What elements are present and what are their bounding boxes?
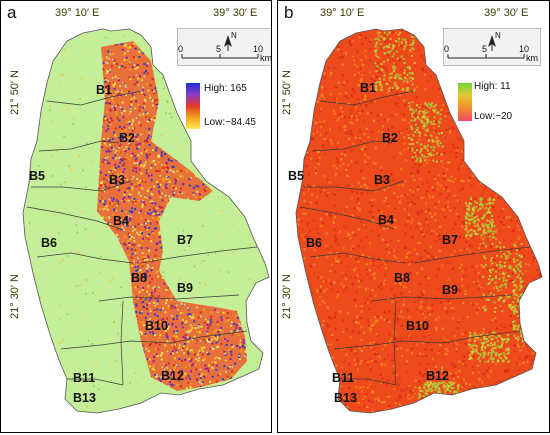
- subbasin-boundary: [371, 294, 513, 302]
- scale-tick-10: 10: [519, 44, 530, 54]
- latitude-label-upper: 21° 50′ N: [9, 70, 21, 115]
- subbasin-boundary: [443, 330, 521, 344]
- scale-bar: [181, 35, 259, 59]
- scale-tick-0: 0: [444, 44, 450, 54]
- longitude-label-right: 39° 30′ E: [213, 7, 258, 19]
- longitude-label-left: 39° 10′ E: [55, 7, 100, 19]
- map-a: [22, 28, 270, 414]
- panel-a: a 39° 10′ E 39° 30′ E 21° 50′ N 21° 30′ …: [0, 0, 272, 433]
- subbasin-boundary: [319, 90, 415, 106]
- legend-high-b: High: 11: [474, 81, 511, 92]
- panel-letter-b: b: [284, 3, 294, 22]
- latitude-label-upper: 21° 50′ N: [281, 70, 293, 115]
- longitude-label-left: 39° 10′ E: [320, 7, 365, 19]
- legend-low-a: Low:−84.45: [204, 117, 256, 128]
- map-b: [295, 28, 543, 414]
- scale-unit: km: [260, 53, 272, 63]
- subbasin-boundary: [26, 206, 122, 230]
- subbasin-boundary: [299, 206, 395, 230]
- north-arrow-icon: [224, 35, 232, 51]
- basin-label-b8: B8: [131, 271, 147, 285]
- subbasin-boundary: [120, 300, 124, 386]
- basin-label-b3: B3: [374, 173, 390, 187]
- subbasin-boundaries: [26, 90, 258, 386]
- legend-low-b: Low:−20: [474, 111, 513, 122]
- basin-label-b13: B13: [334, 391, 357, 405]
- scale-tick-10: 10: [253, 44, 264, 54]
- subbasin-boundary: [38, 140, 120, 152]
- longitude-label-right: 39° 30′ E: [484, 7, 529, 19]
- scale-tick-0: 0: [178, 44, 184, 54]
- latitude-label-lower: 21° 30′ N: [281, 274, 293, 319]
- scale-unit: km: [526, 53, 538, 63]
- subbasin-boundary: [304, 180, 405, 192]
- basin-label-b13: B13: [73, 391, 96, 405]
- north-arrow-icon: [488, 35, 496, 51]
- subbasin-boundary: [413, 246, 531, 264]
- subbasin-boundary: [140, 246, 258, 264]
- panel-b: b 39° 10′ E 39° 30′ E 21° 50′ N 21° 30′ …: [277, 0, 550, 433]
- watershed-outline: [295, 28, 543, 414]
- basin-label-b10: B10: [406, 319, 429, 333]
- watershed-outline: [22, 28, 270, 414]
- basin-label-b4: B4: [378, 213, 394, 227]
- basin-label-b9: B9: [177, 281, 193, 295]
- basin-label-b6: B6: [41, 236, 57, 250]
- panel-letter-a: a: [7, 3, 17, 22]
- basin-label-b1: B1: [360, 81, 376, 95]
- basin-label-b12: B12: [426, 369, 449, 383]
- subbasin-boundary: [36, 252, 134, 264]
- subbasin-boundary: [170, 330, 248, 344]
- scale-tick-5: 5: [216, 44, 222, 54]
- subbasin-boundary: [98, 294, 240, 302]
- scale-tick-5: 5: [482, 44, 488, 54]
- scale-bar: [447, 35, 525, 59]
- scale-bar-box: 0 5 10 km N: [177, 28, 272, 66]
- basin-label-b1: B1: [96, 83, 112, 97]
- subbasin-boundaries: [299, 90, 531, 386]
- basin-label-b3: B3: [109, 173, 125, 187]
- subbasin-boundary: [67, 378, 124, 386]
- latitude-label-lower: 21° 30′ N: [9, 274, 21, 319]
- scale-bar-box: 0 5 10 km N: [443, 28, 541, 66]
- basin-label-b7: B7: [177, 233, 193, 247]
- basin-label-b4: B4: [113, 214, 129, 228]
- subbasin-boundary: [333, 340, 445, 350]
- subbasin-boundary: [393, 300, 397, 386]
- subbasin-boundary: [309, 252, 407, 264]
- basin-label-b2: B2: [119, 131, 135, 145]
- basin-label-b5: B5: [29, 169, 45, 183]
- legend-color-ramp-a: [186, 83, 200, 129]
- basin-label-b11: B11: [332, 371, 355, 385]
- subbasin-boundary: [31, 180, 132, 192]
- basin-label-b6: B6: [306, 236, 322, 250]
- subbasin-boundary: [311, 140, 393, 152]
- basin-label-b5: B5: [288, 169, 304, 183]
- subbasin-boundary: [46, 90, 142, 106]
- legend-color-ramp-b: [458, 83, 472, 121]
- basin-label-b8: B8: [394, 271, 410, 285]
- basin-label-b12: B12: [161, 369, 184, 383]
- basin-label-b11: B11: [73, 371, 96, 385]
- north-label: N: [231, 31, 237, 40]
- basin-label-b7: B7: [442, 233, 458, 247]
- subbasin-boundary: [340, 378, 397, 386]
- north-label: N: [495, 31, 501, 40]
- basin-label-b9: B9: [442, 283, 458, 297]
- basin-label-b2: B2: [382, 131, 398, 145]
- legend-high-a: High: 165: [204, 83, 247, 94]
- subbasin-boundary: [60, 340, 172, 350]
- basin-label-b10: B10: [145, 319, 168, 333]
